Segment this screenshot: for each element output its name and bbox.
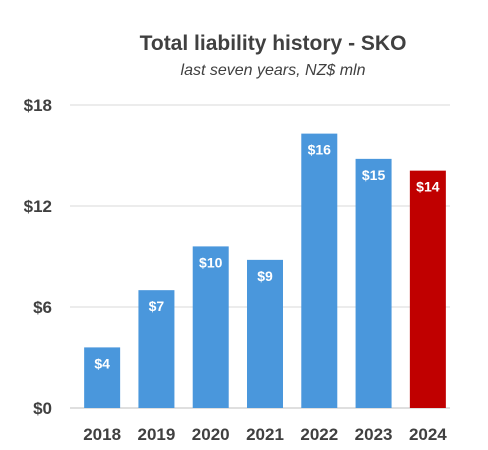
x-tick-label-2022: 2022	[300, 425, 338, 444]
bar-2022	[301, 133, 338, 408]
bar-2018	[84, 347, 121, 408]
x-tick-label-2019: 2019	[138, 425, 176, 444]
data-label-2022: $16	[308, 142, 332, 158]
data-labels: $4 $7 $10 $9 $16 $15 $14	[94, 142, 439, 372]
x-tick-label-2023: 2023	[355, 425, 393, 444]
chart-title: Total liability history - SKO	[140, 32, 407, 55]
x-axis-ticks: 2018 2019 2020 2021 2022 2023 2024	[83, 425, 447, 444]
chart-subtitle: last seven years, NZ$ mln	[181, 62, 366, 79]
bar-2023	[355, 158, 392, 408]
y-tick-label: $12	[24, 197, 52, 216]
bar-2021	[247, 259, 283, 408]
data-label-2023: $15	[362, 167, 386, 183]
y-tick-label: $6	[33, 298, 52, 317]
bar-2020	[192, 246, 229, 408]
y-tick-label: $18	[24, 96, 52, 115]
x-tick-label-2024: 2024	[409, 425, 447, 444]
data-label-2020: $10	[199, 254, 223, 270]
data-label-2018: $4	[94, 355, 110, 371]
data-label-2024: $14	[416, 179, 440, 195]
y-tick-label: $0	[33, 399, 52, 418]
x-tick-label-2018: 2018	[83, 425, 121, 444]
x-tick-label-2020: 2020	[192, 425, 230, 444]
x-tick-label-2021: 2021	[246, 425, 284, 444]
bars	[84, 133, 446, 408]
data-label-2021: $9	[257, 268, 273, 284]
bar-2024	[409, 170, 446, 408]
data-label-2019: $7	[149, 298, 165, 314]
bar-2019	[138, 290, 175, 408]
y-axis-ticks: $0 $6 $12 $18	[24, 96, 52, 418]
